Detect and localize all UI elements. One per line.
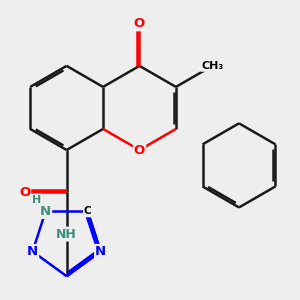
Text: O: O — [19, 186, 30, 199]
Text: N: N — [40, 205, 51, 218]
Text: O: O — [134, 17, 145, 30]
Text: O: O — [134, 143, 145, 157]
Text: N: N — [27, 245, 38, 258]
Text: NH: NH — [56, 228, 77, 241]
Text: H: H — [32, 195, 42, 205]
Text: N: N — [95, 245, 106, 258]
Text: CH₃: CH₃ — [201, 61, 224, 71]
Text: C: C — [84, 206, 92, 217]
